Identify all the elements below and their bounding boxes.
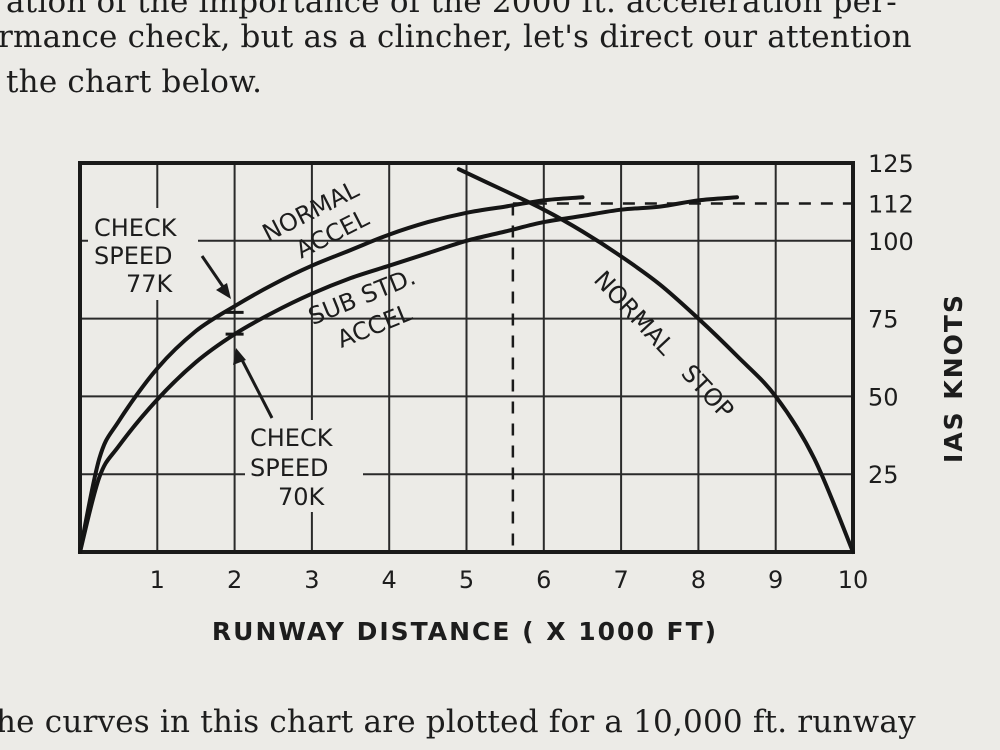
- y-tick-label: 100: [868, 228, 914, 256]
- normal-stop-label-line-1: NORMAL: [588, 265, 680, 361]
- x-tick-label: 8: [691, 566, 706, 594]
- arrow-70k-head: [233, 348, 246, 365]
- y-axis-title: IAS KNOTS: [939, 293, 968, 463]
- check-speed-77k-line-1: CHECK: [94, 214, 178, 242]
- y-tick-label: 75: [868, 306, 899, 334]
- annotation-77k-backdrop: [88, 208, 198, 300]
- paragraph-line-1: ation of the importance of the 2000 ft. …: [6, 0, 897, 20]
- normal-accel-curve: [78, 195, 585, 554]
- chart-frame: [78, 161, 855, 554]
- x-tick-label: 10: [838, 566, 869, 594]
- paragraph-line-3: the chart below.: [6, 64, 263, 100]
- arrow-70k-line: [238, 355, 274, 419]
- x-tick-label: 1: [150, 566, 165, 594]
- paragraph-line-2: rmance check, but as a clincher, let's d…: [0, 19, 912, 55]
- check-speed-70k-line-3: 70K: [278, 483, 326, 511]
- normal-stop-curve: [456, 167, 855, 554]
- sub-std-accel-curve: [78, 195, 739, 554]
- check-speed-77k-annotation: CHECK SPEED 77K: [88, 208, 231, 300]
- normal-stop-label-line-2: STOP: [676, 359, 740, 424]
- x-tick-label: 3: [304, 566, 319, 594]
- paragraph-line-4: he curves in this chart are plotted for …: [0, 704, 916, 740]
- x-tick-label: 5: [459, 566, 474, 594]
- sub-std-accel-label: SUB STD. ACCEL: [304, 263, 419, 354]
- reference-lines: [511, 202, 853, 552]
- series-curves: [78, 167, 855, 554]
- x-axis-title: RUNWAY DISTANCE ( X 1000 FT): [212, 617, 718, 646]
- x-tick-label: 7: [613, 566, 628, 594]
- check-speed-70k-annotation: CHECK SPEED 70K: [233, 348, 363, 512]
- check-speed-77k-line-3: 77K: [126, 270, 174, 298]
- y-tick-label: 125: [868, 150, 914, 178]
- normal-accel-label: NORMAL ACCEL: [258, 175, 374, 264]
- check-speed-70k-line-2: SPEED: [250, 454, 329, 482]
- check-speed-77k-line-2: SPEED: [94, 242, 173, 270]
- x-tick-label: 4: [382, 566, 397, 594]
- x-tick-labels: 1 2 3 4 5 6 7 8 9 10: [150, 566, 869, 594]
- check-speed-70k-line-1: CHECK: [250, 424, 334, 452]
- y-tick-labels: 25 50 75 100 112 125: [868, 150, 914, 489]
- x-tick-label: 2: [227, 566, 242, 594]
- y-tick-label: 112: [868, 190, 914, 218]
- arrow-77k-head: [216, 283, 231, 299]
- x-tick-label: 9: [768, 566, 783, 594]
- y-tick-label: 25: [868, 461, 899, 489]
- x-tick-label: 6: [536, 566, 551, 594]
- y-tick-label: 50: [868, 383, 899, 411]
- annotation-70k-backdrop: [245, 420, 363, 512]
